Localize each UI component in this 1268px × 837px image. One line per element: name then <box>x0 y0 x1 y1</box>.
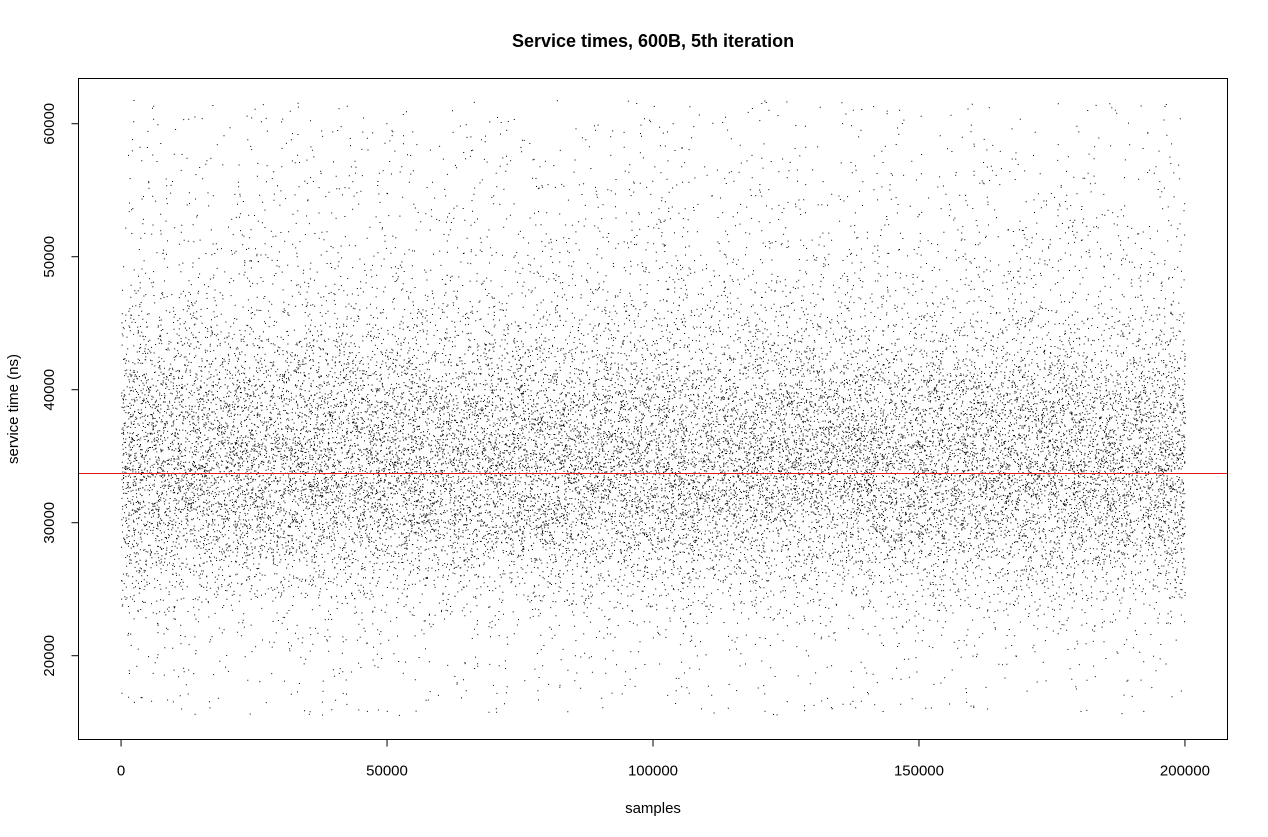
data-points <box>121 100 1186 716</box>
y-axis: 20000 30000 40000 50000 60000 <box>41 103 79 677</box>
scatter-points <box>121 100 1186 716</box>
x-tick-label: 0 <box>117 763 125 780</box>
chart-title: Service times, 600B, 5th iteration <box>512 31 794 51</box>
y-tick-label: 20000 <box>41 635 58 677</box>
y-tick-label: 30000 <box>41 502 58 544</box>
x-tick-label: 150000 <box>894 763 944 780</box>
x-axis: 0 50000 100000 150000 200000 <box>117 739 1210 780</box>
y-tick-label: 60000 <box>41 103 58 145</box>
x-tick-label: 50000 <box>366 763 408 780</box>
x-tick-label: 100000 <box>628 763 678 780</box>
x-tick-label: 200000 <box>1160 763 1210 780</box>
y-tick-label: 40000 <box>41 369 58 411</box>
y-tick-label: 50000 <box>41 236 58 278</box>
y-axis-label: service time (ns) <box>5 354 22 464</box>
x-axis-label: samples <box>625 800 681 817</box>
plot-frame <box>78 78 1228 740</box>
